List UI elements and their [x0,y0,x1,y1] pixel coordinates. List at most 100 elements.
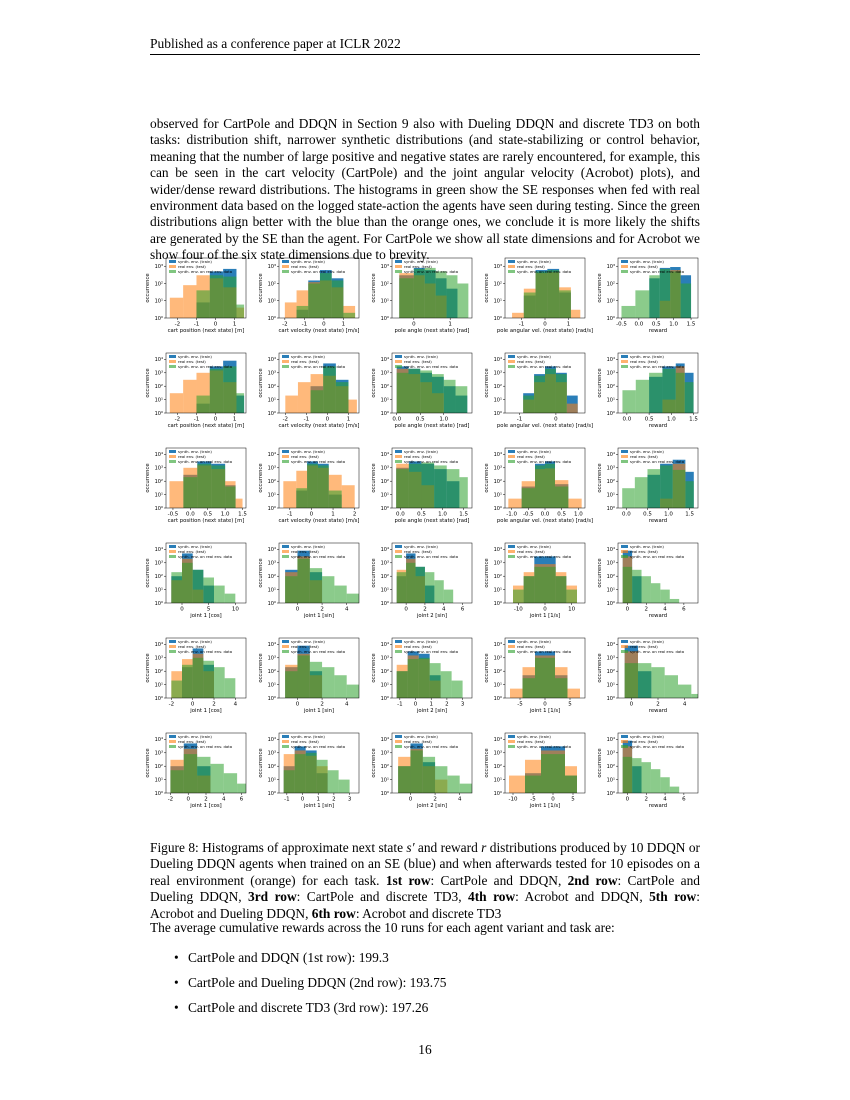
y-tick-label: 10⁴ [155,642,163,648]
legend-swatch [395,735,402,738]
legend-swatch [395,270,402,273]
histogram-bar [343,312,356,318]
histogram-panel: 0 5 10 10⁰ 10¹ 10² 10³ 10⁴ joint 1 [cos] occurren… [145,542,247,619]
histogram-bar [235,498,243,508]
histogram-bar [632,569,642,603]
y-tick-label: 10⁴ [268,452,276,458]
y-tick-label: 10² [268,384,276,390]
legend-swatch [169,740,176,743]
histogram-bar [236,393,245,413]
x-tick-label: -10 [509,797,518,803]
histogram-bar [297,655,310,698]
legend-swatch [508,455,515,458]
y-tick-label: 10⁴ [494,547,502,553]
legend-swatch [395,555,402,558]
legend-swatch [282,260,289,263]
legend-label: real env. (test) [291,264,319,269]
histogram-bar [632,758,642,793]
y-tick-label: 10² [268,764,276,770]
histogram-bar [408,463,422,508]
histogram-bar [192,657,204,698]
histogram-panel: -10 -5 0 5 10⁰ 10¹ 10² 10³ 10⁴ joint 1 [1/s] occur… [484,732,586,809]
histogram-bar [522,678,535,698]
y-axis-label: occurrence [484,463,490,492]
y-axis-label: occurrence [597,368,603,397]
legend-label: synth. env. on real env. data [630,554,684,559]
y-axis-label: occurrence [258,558,264,587]
y-tick-label: 10² [607,764,615,770]
legend-swatch [282,740,289,743]
histogram-bar [413,268,425,318]
x-tick-label: 0 [322,322,326,328]
x-axis-label: joint 1 [sin] [303,708,334,714]
legend-label: synth. env. on real env. data [178,459,232,464]
x-tick-label: -1 [397,702,402,708]
x-tick-label: 1 [331,512,335,518]
legend-label: synth. env. on real env. data [404,364,458,369]
histogram-bar [685,481,694,508]
x-tick-label: 0 [214,417,218,423]
x-tick-label: 4 [345,607,349,613]
y-tick-label: 10¹ [155,397,163,403]
y-tick-label: 10³ [381,264,389,270]
legend-label: synth. env. on real env. data [630,364,684,369]
legend-label: real env. (test) [630,739,658,744]
y-tick-label: 10³ [381,751,389,757]
x-tick-label: 1.0 [221,512,230,518]
legend-swatch [282,745,289,748]
histogram-bar [197,756,211,793]
x-axis-label: joint 1 [sin] [303,803,334,809]
y-tick-label: 10⁰ [607,316,615,322]
histogram-bar [223,773,238,793]
legend-label: synth. env. (train) [517,734,551,739]
y-tick-label: 10¹ [607,777,615,783]
histogram-bar [210,763,224,793]
legend-swatch [621,645,628,648]
y-tick-label: 10³ [268,264,276,270]
histogram-bar [691,693,698,698]
x-tick-label: 1.0 [438,512,447,518]
histogram-panel: -2 -1 0 1 10⁰ 10¹ 10² 10³ 10⁴ cart position (next… [145,352,247,429]
x-axis-label: cart velocity (next state) [m/s] [279,518,360,524]
y-tick-label: 10³ [155,264,163,270]
histogram-panel: 0.0 0.5 1.0 1.5 10⁰ 10¹ 10² 10³ 10⁴ reward occurre… [597,352,698,429]
y-tick-label: 10² [494,669,502,675]
x-tick-label: -0.5 [168,512,179,518]
legend-label: synth. env. on real env. data [178,649,232,654]
y-axis-label: occurrence [371,273,377,302]
y-tick-label: 10³ [607,656,615,662]
axes-frame [165,542,247,604]
x-tick-label: 2 [656,702,660,708]
caption-bold: 2nd row [567,872,618,888]
histogram-bar [236,304,245,318]
histogram-bar [672,469,686,508]
histogram-bar [443,589,454,603]
y-axis-label: occurrence [597,273,603,302]
histogram-bar [545,463,555,508]
legend-swatch [508,450,515,453]
histogram-bar [535,657,545,698]
axes-frame [165,447,247,509]
legend-label: synth. env. on real env. data [517,554,571,559]
x-tick-label: 0.5 [652,322,661,328]
histogram-panel: -1 0 1 2 3 10⁰ 10¹ 10² 10³ 10⁴ joint 2 [sin] occurr… [371,637,473,714]
legend-label: real env. (test) [291,644,319,649]
histogram-bar [322,667,335,698]
legend-swatch [508,270,515,273]
legend-label: synth. env. on real env. data [517,744,571,749]
legend-label: real env. (test) [404,359,432,364]
x-tick-label: 0 [543,702,547,708]
y-tick-label: 10³ [268,466,276,472]
legend-swatch [395,260,402,263]
x-axis-label: reward [649,803,667,809]
histogram-bar [192,569,204,603]
x-tick-label: 1.0 [439,417,448,423]
histogram-bar [621,305,636,318]
histogram-bar [675,372,685,413]
caption-text: : Acrobot and Dueling DDQN, [150,889,700,921]
y-tick-label: 10³ [494,264,502,270]
histogram-bar [424,572,435,603]
legend-swatch [621,545,628,548]
caption-bold: 6th row [311,905,356,921]
axes-frame [504,732,586,794]
